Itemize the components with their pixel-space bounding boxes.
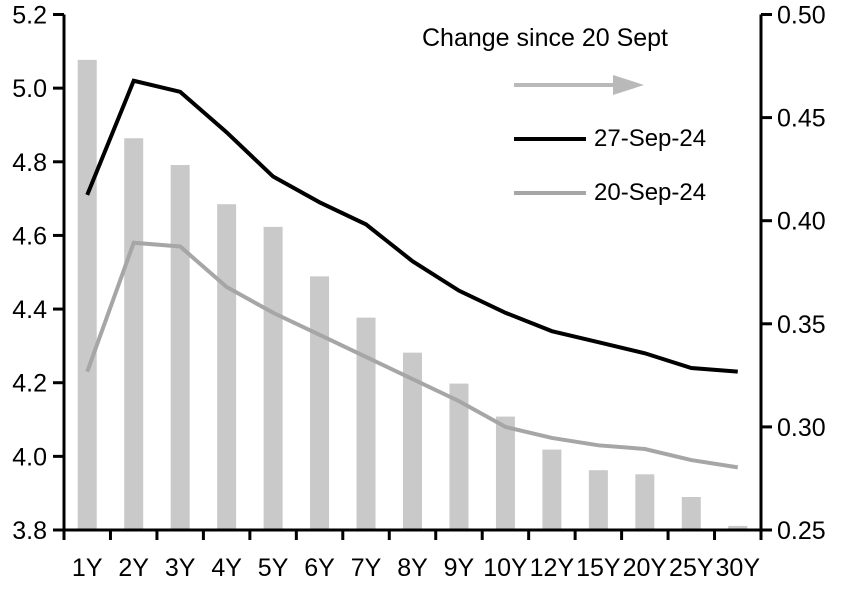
x-axis-category-label: 30Y	[716, 554, 761, 582]
x-axis-category-label: 15Y	[576, 554, 621, 582]
bar-1Y	[77, 59, 97, 530]
left-axis-tick-label: 5.2	[12, 2, 47, 30]
x-axis-category-label: 6Y	[304, 554, 335, 582]
right-axis-tick-label: 0.50	[777, 2, 826, 30]
bar-3Y	[170, 165, 190, 530]
bar-12Y	[542, 449, 562, 530]
line-sample-black	[514, 137, 586, 141]
left-axis-tick-label: 3.8	[12, 517, 47, 545]
line-sample-gray	[514, 191, 586, 195]
arrow-shaft	[514, 83, 616, 87]
x-axis-category-label: 2Y	[118, 554, 149, 582]
right-axis-tick-label: 0.25	[777, 517, 826, 545]
bar-4Y	[217, 204, 237, 531]
x-axis-category-label: 3Y	[165, 554, 196, 582]
legend-label-20-sep-24: 20-Sep-24	[594, 179, 707, 206]
bar-30Y	[728, 525, 748, 530]
bar-5Y	[263, 226, 283, 531]
right-axis-tick-label: 0.45	[777, 105, 826, 133]
left-axis-tick-label: 5.0	[12, 75, 47, 103]
right-axis-tick-label: 0.30	[777, 414, 826, 442]
bar-25Y	[681, 497, 701, 530]
right-axis-tick-label: 0.35	[777, 311, 826, 339]
arrow-head	[613, 75, 644, 95]
bar-7Y	[356, 317, 376, 530]
x-axis-category-label: 7Y	[351, 554, 382, 582]
bar-9Y	[449, 383, 469, 530]
bar-15Y	[588, 470, 608, 530]
x-axis-category-label: 8Y	[397, 554, 428, 582]
bar-10Y	[495, 416, 515, 530]
x-axis-category-label: 9Y	[444, 554, 475, 582]
x-axis-category-label: 20Y	[623, 554, 668, 582]
line-27-sep-24	[85, 78, 738, 374]
x-axis-category-label: 10Y	[483, 554, 528, 582]
left-axis-tick-label: 4.2	[12, 370, 47, 398]
legend-item-27-sep-24: 27-Sep-24	[514, 127, 706, 151]
left-axis-tick-label: 4.0	[12, 443, 47, 471]
x-axis-category-label: 4Y	[211, 554, 242, 582]
bar-6Y	[310, 276, 330, 530]
left-axis-tick-label: 4.4	[12, 296, 47, 324]
line-20-sep-24	[85, 240, 739, 470]
bar-20Y	[635, 474, 655, 530]
bar-8Y	[403, 352, 422, 530]
left-axis-tick-label: 4.6	[12, 222, 47, 250]
x-axis-category-label: 5Y	[258, 554, 289, 582]
legend-item-20-sep-24: 20-Sep-24	[514, 181, 706, 205]
x-axis-category-label: 25Y	[669, 554, 714, 582]
left-axis-tick-label: 4.8	[12, 149, 47, 177]
right-axis-tick-label: 0.40	[777, 208, 826, 236]
x-axis-category-label: 12Y	[530, 554, 575, 582]
right-arrow-icon	[514, 75, 644, 95]
x-axis-category-label: 1Y	[72, 554, 103, 582]
legend-title: Change since 20 Sept	[421, 24, 669, 52]
legend-label-27-sep-24: 27-Sep-24	[594, 125, 707, 152]
bar-2Y	[124, 138, 144, 530]
